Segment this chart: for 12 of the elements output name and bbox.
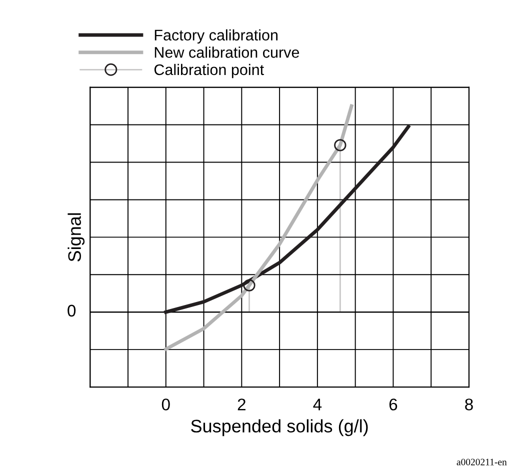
ref-line-label: 0	[68, 304, 76, 317]
x-tick-label: 0	[162, 398, 170, 410]
legend-label: Factory calibration	[154, 29, 278, 44]
x-tick-label: 6	[389, 398, 398, 410]
x-tick-label: 2	[238, 398, 246, 410]
legend-label: Calibration point	[154, 64, 264, 78]
text: a0020211-en	[456, 458, 507, 466]
y-axis-title: Signal	[68, 213, 85, 262]
x-tick-label: 4	[313, 398, 322, 410]
legend-label: New calibration curve	[154, 46, 300, 58]
x-tick-label: 8	[465, 398, 473, 410]
x-axis-title: Suspended solids (g/l)	[191, 419, 368, 436]
